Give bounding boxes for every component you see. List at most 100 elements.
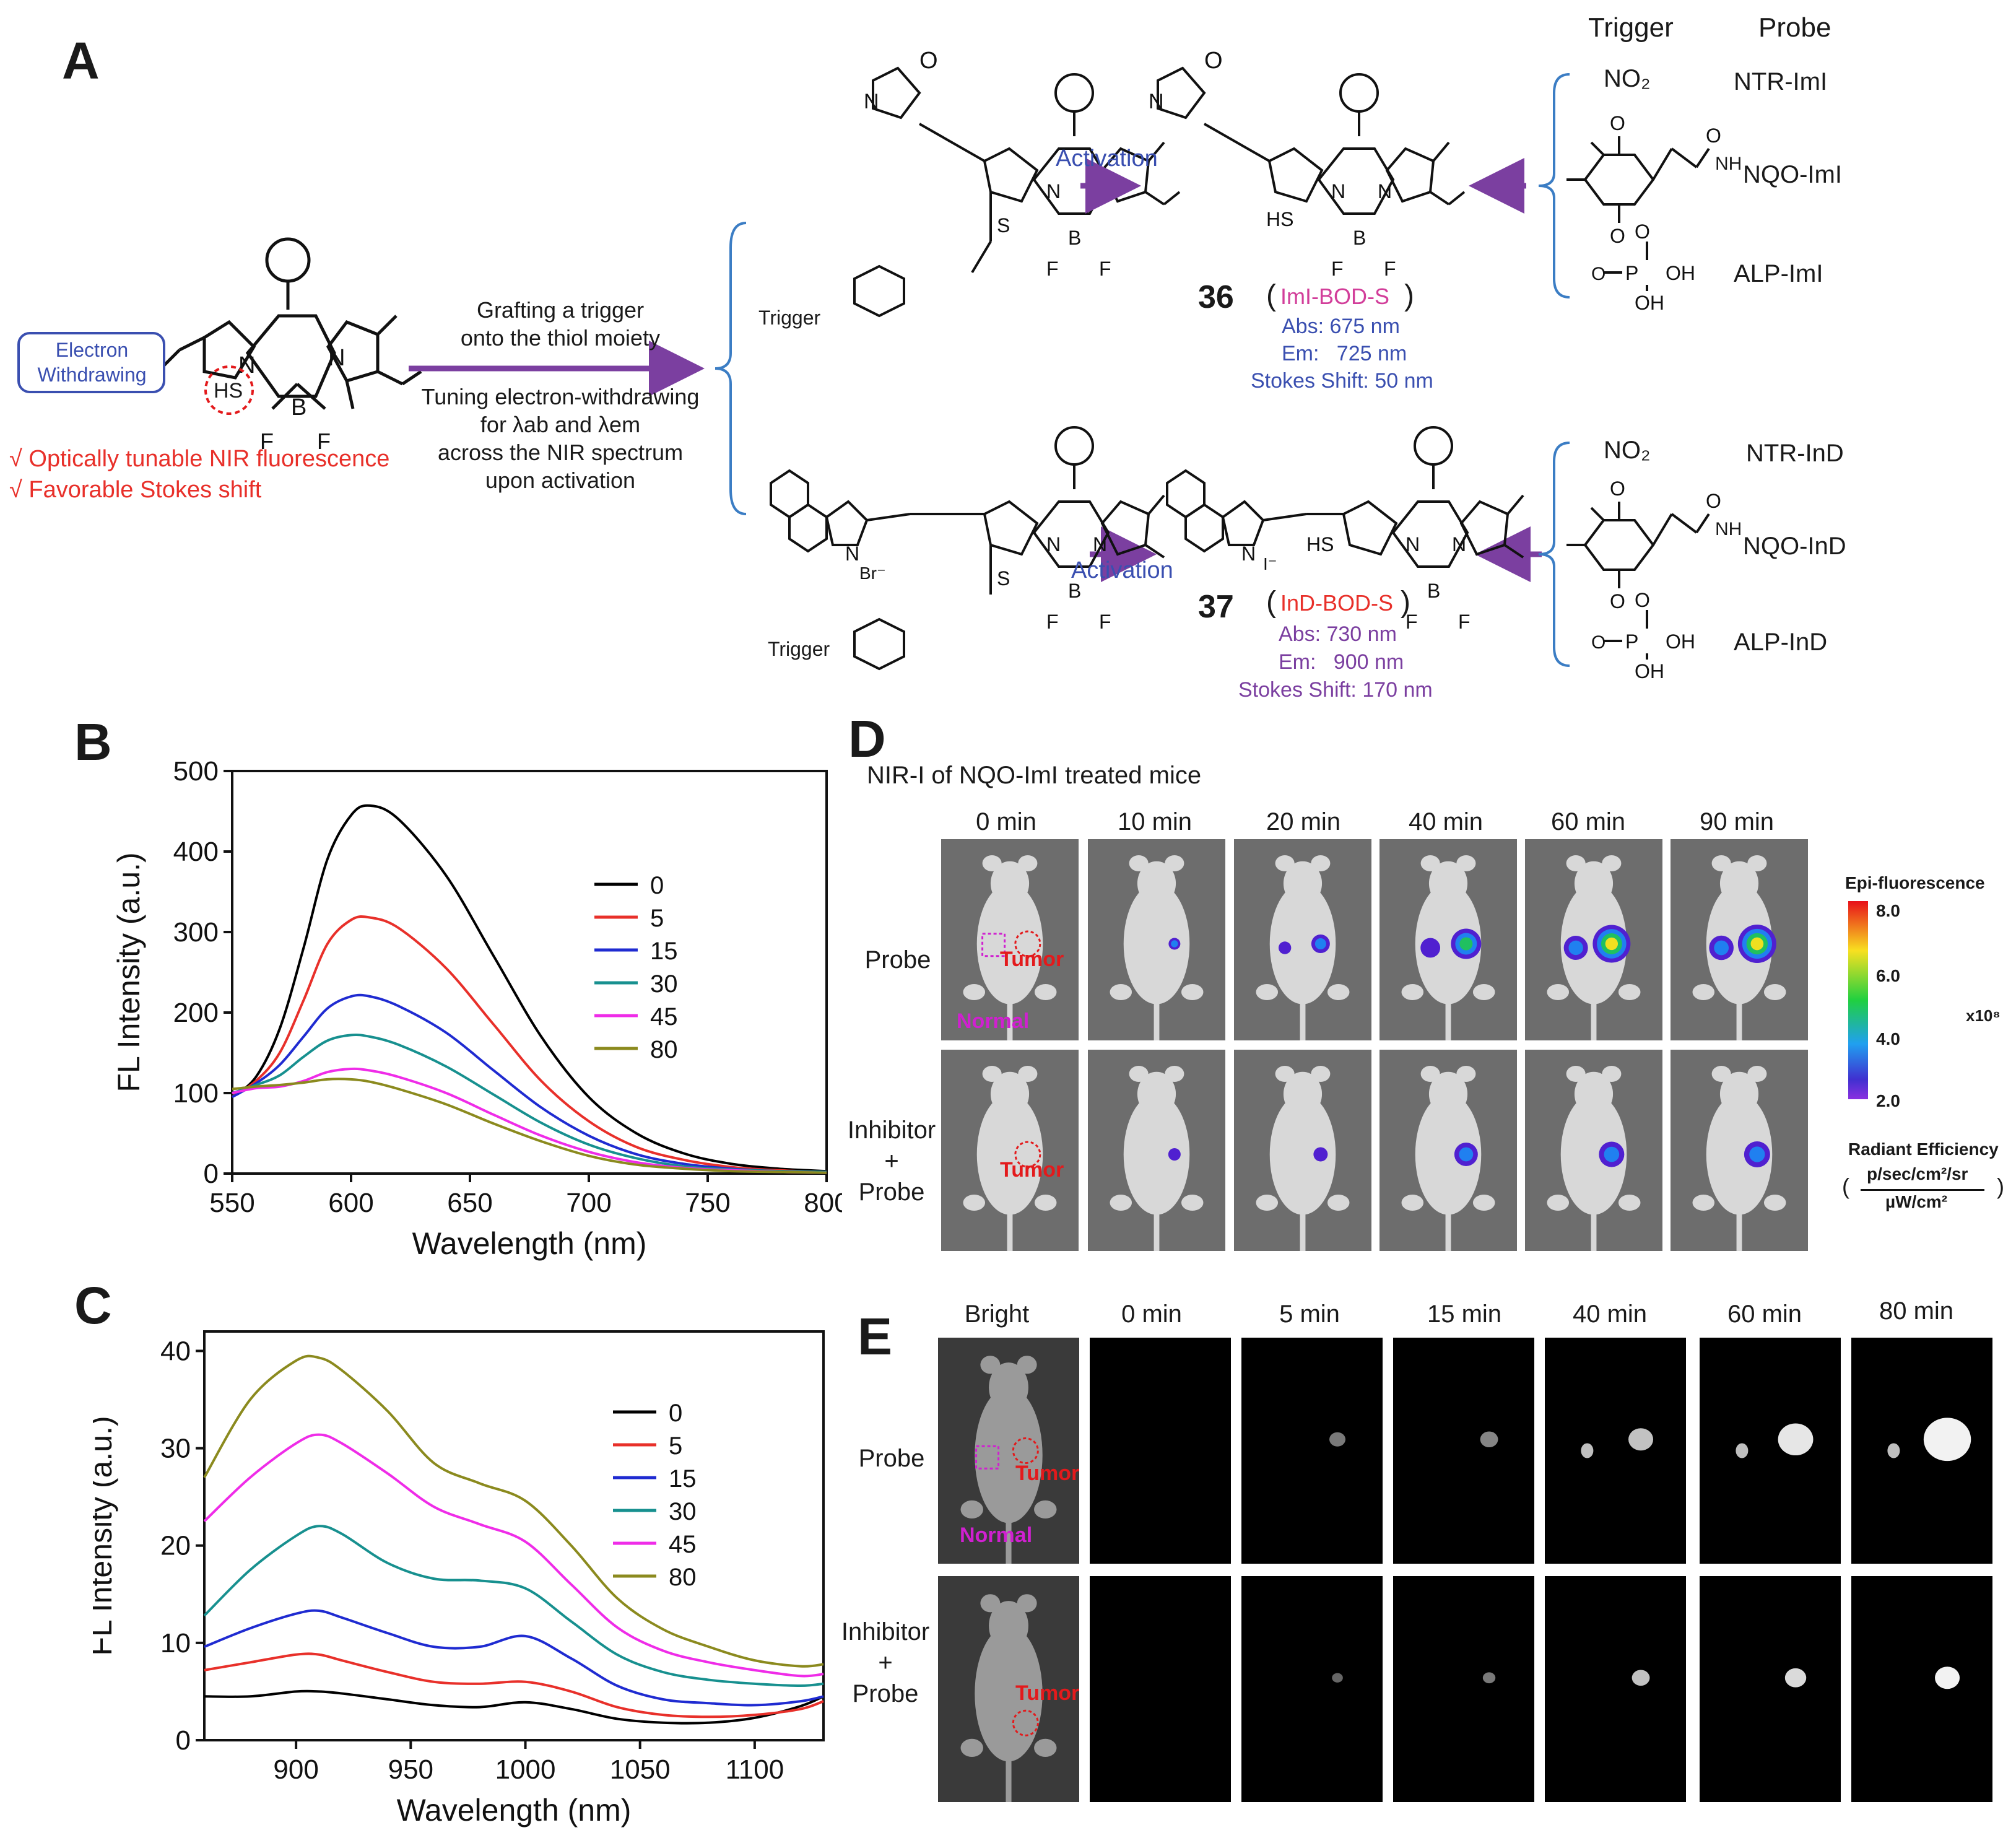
nir-ii-image <box>1631 1670 1650 1686</box>
svg-text:OH: OH <box>1666 262 1695 284</box>
fluorescence-signal <box>1171 940 1178 948</box>
arrow-text-bottom-1: Tuning electron-withdrawing <box>421 384 700 409</box>
arrow-text-top-1: Grafting a trigger <box>476 297 645 323</box>
nir-ii-image <box>1090 1338 1231 1564</box>
d-image-r2-c6 <box>1671 1050 1808 1251</box>
chart-b: 550 600 650 700 750 8000100200300400500Wavele… <box>111 756 842 1261</box>
svg-text:O: O <box>1591 632 1605 653</box>
tumor-signal <box>1628 1428 1654 1451</box>
no2-bottom: NO₂ <box>1604 437 1651 464</box>
tumor-signal <box>1923 1418 1971 1462</box>
nir-ii-image <box>1480 1431 1498 1448</box>
mouse-silhouette <box>960 1594 1057 1802</box>
panel-label-c: C <box>74 1276 112 1335</box>
tumor-signal <box>1480 1431 1498 1448</box>
e-time-1: 5 min <box>1279 1301 1340 1328</box>
y-axis-label: FL Intensity (a.u.) <box>93 1416 118 1655</box>
e-time-0: 0 min <box>1121 1301 1182 1328</box>
fluorescence-signal <box>1750 937 1764 951</box>
tumor-signal <box>1482 1672 1496 1684</box>
svg-text:HS: HS <box>1266 208 1293 230</box>
d-image-r1-c1 <box>941 839 1079 1040</box>
feature-2: √ Favorable Stokes shift <box>9 477 262 503</box>
panel-a-scheme: N N B F F O N N N B F F S <box>17 48 1721 682</box>
d-image-r1-c6 <box>1671 839 1808 1040</box>
fluorescence-signal <box>1459 1147 1474 1162</box>
e-time-bright: Bright <box>964 1301 1030 1328</box>
svg-text:F: F <box>1099 611 1111 633</box>
compound-37-stokes: Stokes Shift: 170 nm <box>1238 678 1433 702</box>
svg-text:N: N <box>845 542 859 565</box>
nir-ii-image <box>1332 1673 1343 1683</box>
e-image-r1-c1 <box>938 1338 1079 1564</box>
feature-1: √ Optically tunable NIR fluorescence <box>9 446 390 472</box>
compound-37-paren-close: ) <box>1401 586 1410 619</box>
compound-36-name: ImI-BOD-S <box>1280 284 1389 309</box>
e-image-r1-c2 <box>1090 1338 1231 1564</box>
svg-text:N: N <box>1331 180 1345 203</box>
x-tick-label: 1050 <box>610 1754 671 1785</box>
e-row-probe: Probe <box>858 1445 925 1472</box>
mouse-silhouette <box>1692 855 1786 1040</box>
y-tick-label: 0 <box>204 1159 219 1189</box>
nir-ii-image <box>1935 1667 1960 1689</box>
series-line-80 <box>203 1354 824 1668</box>
normal-signal <box>1736 1443 1749 1458</box>
fluorescence-signal <box>1568 940 1583 956</box>
colorbar-scale: x10⁸ <box>1966 1006 2001 1025</box>
x-tick-label: 1100 <box>726 1754 784 1785</box>
e-normal-label: Normal <box>960 1523 1033 1547</box>
d-time-4: 60 min <box>1550 808 1626 835</box>
legend-label-0: 0 <box>650 872 664 899</box>
fluorescence-signal <box>1604 1146 1620 1162</box>
svg-text:N: N <box>1378 180 1392 203</box>
x-tick-label: 800 <box>804 1188 842 1218</box>
e-tumor-label-1: Tumor <box>1015 1462 1080 1485</box>
svg-text:O: O <box>1591 264 1605 284</box>
svg-text:O: O <box>1610 590 1625 612</box>
svg-text:F: F <box>1046 258 1059 280</box>
probe-nqo-ind: NQO-InD <box>1743 533 1846 560</box>
compound-37-name: InD-BOD-S <box>1280 590 1394 616</box>
legend-label-5: 5 <box>650 905 664 932</box>
y-tick-label: 400 <box>173 837 219 867</box>
compound-36-stokes: Stokes Shift: 50 nm <box>1251 369 1433 393</box>
fluorescence-signal <box>1278 941 1292 954</box>
hs-label-left: HS <box>214 379 243 403</box>
d-tumor-label-1: Tumor <box>1000 948 1064 971</box>
y-tick-label: 100 <box>173 1078 219 1109</box>
compound-36-em: Em: 725 nm <box>1282 342 1407 365</box>
legend-label-15: 15 <box>669 1465 697 1492</box>
svg-text:N: N <box>1406 533 1420 556</box>
colorbar-tick-6: 6.0 <box>1876 966 1900 985</box>
d-image-r1-c5 <box>1525 839 1662 1040</box>
panel-label-a: A <box>62 32 100 90</box>
svg-text:O: O <box>1635 589 1650 611</box>
svg-text:HS: HS <box>1306 533 1334 556</box>
compound-36-paren-open: ( <box>1266 279 1276 312</box>
y-tick-label: 40 <box>160 1336 191 1366</box>
mouse-silhouette <box>963 1066 1057 1251</box>
nir-ii-image <box>1581 1428 1654 1458</box>
svg-text:O: O <box>1706 124 1721 147</box>
svg-text:B: B <box>1068 227 1081 249</box>
d-time-5: 90 min <box>1699 808 1775 835</box>
fluorescence-signal <box>1168 1148 1181 1161</box>
d-row-probe: Probe <box>864 946 931 974</box>
normal-signal <box>1581 1443 1594 1458</box>
e-time-5: 80 min <box>1879 1297 1954 1325</box>
svg-text:F: F <box>1331 258 1344 280</box>
svg-text:N: N <box>1241 542 1256 565</box>
e-image-r2-c7 <box>1851 1576 1992 1802</box>
d-image-r2-c3 <box>1234 1050 1371 1251</box>
arrow-text-bottom-4: upon activation <box>485 468 636 493</box>
svg-text:O: O <box>1635 220 1650 243</box>
y-tick-label: 20 <box>160 1531 191 1561</box>
y-tick-label: 200 <box>173 998 219 1028</box>
br-counterion: Br⁻ <box>859 564 886 583</box>
series-line-0 <box>204 1689 824 1725</box>
svg-text:F: F <box>1458 611 1471 633</box>
tumor-roi <box>1014 930 1041 957</box>
trigger-header: Trigger <box>1588 12 1674 43</box>
mouse-silhouette <box>1256 855 1350 1040</box>
